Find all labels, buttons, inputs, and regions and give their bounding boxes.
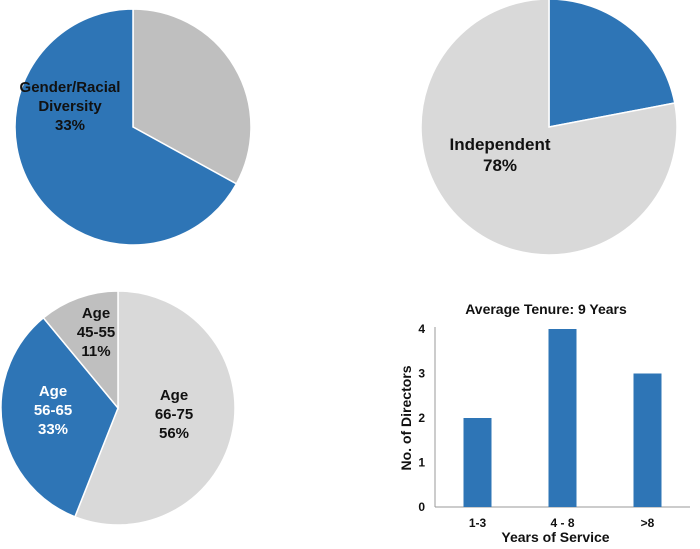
pie-slice — [548, 0, 676, 128]
slice-label-line: 33% — [38, 421, 68, 438]
pie-slice — [73, 290, 236, 526]
tenure-bar-chart: Average Tenure: 9 Years 0 1 2 3 4 No. of Direc… — [398, 301, 690, 545]
slice-label: Age 66-75 56% — [155, 387, 193, 442]
slice-label-line: Diversity — [38, 98, 102, 115]
y-tick-label: 2 — [418, 411, 425, 425]
x-tick-label: 1-3 — [469, 516, 487, 530]
y-tick-label: 4 — [418, 322, 425, 336]
slice-label: Age 56-65 33% — [34, 383, 72, 438]
y-tick-label: 3 — [418, 367, 425, 381]
slice-label-line: 11% — [81, 343, 110, 360]
pie-slice — [420, 0, 678, 256]
slice-label-line: Age — [82, 305, 110, 322]
x-tick-label: 4 - 8 — [550, 516, 574, 530]
slice-label-line: 78% — [483, 156, 517, 175]
slice-label-line: 56-65 — [34, 402, 72, 419]
diversity-pie: Gender/Racial Diversity 33% — [14, 8, 252, 246]
pie-slice — [132, 8, 252, 185]
bar — [463, 418, 492, 507]
slice-label-line: Gender/Racial — [20, 79, 121, 96]
x-axis-label: Years of Service — [501, 529, 609, 545]
bar — [633, 373, 662, 507]
slice-label-line: Age — [160, 387, 188, 404]
slice-label: Age 45-55 11% — [77, 305, 115, 360]
slice-label-line: 66-75 — [155, 406, 193, 423]
age-pie: Age 66-75 56% Age 56-65 33% Age 45-55 11% — [0, 290, 236, 526]
pie-slice — [14, 8, 238, 246]
y-axis-label: No. of Directors — [398, 365, 414, 470]
slice-label: Independent 78% — [449, 135, 550, 175]
chart-title: Average Tenure: 9 Years — [465, 301, 627, 317]
y-tick-label: 1 — [418, 456, 425, 470]
slice-label-line: 45-55 — [77, 324, 115, 341]
slice-label-line: Independent — [449, 135, 550, 154]
bar — [548, 329, 577, 507]
independence-pie: Independent 78% — [420, 0, 678, 256]
pie-slice — [42, 290, 119, 411]
slice-label-line: Age — [39, 383, 67, 400]
slice-label-line: 56% — [159, 425, 189, 442]
pie-slice — [0, 316, 119, 518]
slice-label-line: 33% — [55, 117, 85, 134]
x-tick-label: >8 — [641, 516, 655, 530]
y-tick-label: 0 — [418, 500, 425, 514]
slice-label: Gender/Racial Diversity 33% — [20, 79, 121, 134]
